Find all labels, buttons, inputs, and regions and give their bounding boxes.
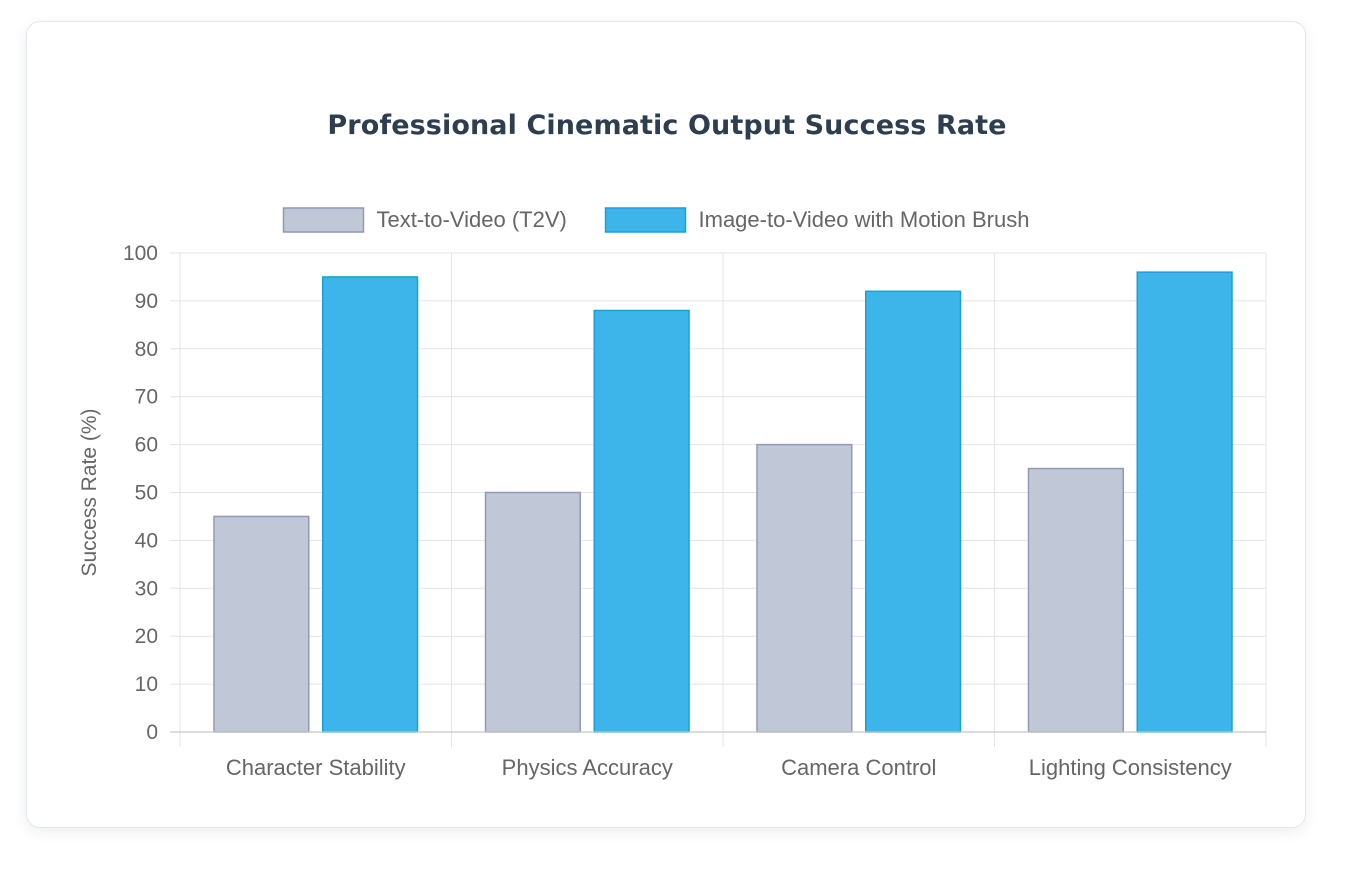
axes: 0 10 20 30 40 50 60 70 80 90 100 Character Stabilit… [123,242,1266,780]
x-tick-label: Camera Control [781,755,936,780]
y-tick-label: 0 [146,721,158,744]
bar-i2v-0 [322,276,419,733]
legend-swatch-1 [604,207,687,233]
y-tick-label: 50 [135,482,158,505]
legend-label-1: Image-to-Video with Motion Brush [699,207,1030,232]
legend-label-0: Text-to-Video (T2V) [377,207,567,232]
bar-i2v-2 [865,290,962,733]
bar-t2v-3 [1027,467,1124,733]
y-tick-label: 60 [135,434,158,457]
bars [213,271,1233,733]
y-axis-title: Success Rate (%) [78,408,101,576]
legend: Text-to-Video (T2V) Image-to-Video with M… [282,207,1030,233]
y-tick-label: 40 [135,529,158,552]
y-tick-label: 10 [135,673,158,696]
y-tick-label: 80 [135,338,158,361]
bar-i2v-3 [1136,271,1233,733]
x-tick-label: Lighting Consistency [1029,755,1232,780]
x-tick-label: Physics Accuracy [502,755,673,780]
y-tick-label: 20 [135,625,158,648]
bar-t2v-0 [213,515,310,733]
bar-t2v-1 [484,491,581,733]
legend-swatch-0 [282,207,365,233]
bar-i2v-1 [593,309,690,733]
y-tick-label: 70 [135,386,158,409]
bar-t2v-2 [756,443,853,733]
y-tick-label: 30 [135,577,158,600]
chart-title: Professional Cinematic Output Success Ra… [327,110,1007,141]
y-tick-label: 100 [123,242,158,265]
y-tick-label: 90 [135,290,158,313]
x-tick-label: Character Stability [226,755,406,780]
